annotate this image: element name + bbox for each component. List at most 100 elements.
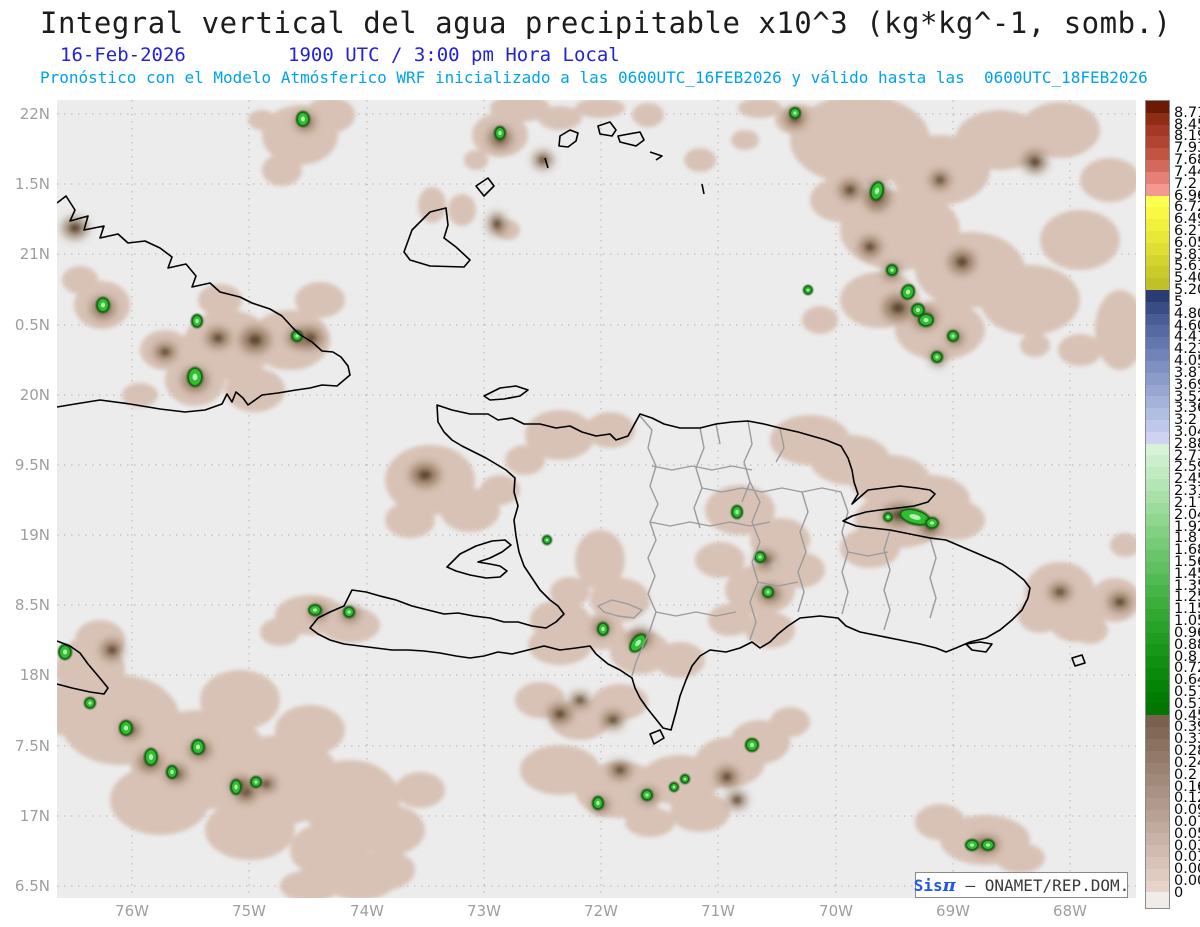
colorbar-segment (1146, 892, 1169, 909)
colorbar-segment (1146, 679, 1169, 692)
colorbar-tick-label: 0.2 (1174, 766, 1198, 783)
colorbar-tick-label: 0.338 (1174, 731, 1200, 748)
colorbar-segment (1146, 597, 1169, 609)
colorbar-segment (1146, 230, 1169, 243)
colorbar-tick-label: 5.408 (1174, 270, 1200, 287)
colorbar-tick-label: 1.058 (1174, 612, 1200, 629)
colorbar-segment (1146, 561, 1169, 574)
colorbar-segment (1146, 112, 1169, 125)
colorbar-tick-label: 6.728 (1174, 199, 1200, 216)
watermark-dash: — (955, 875, 985, 895)
colorbar-segment (1146, 738, 1169, 751)
colorbar-segment (1146, 183, 1169, 196)
colorbar-tick-label: 2.888 (1174, 435, 1200, 452)
page-title: Integral vertical del agua precipitable … (40, 6, 1172, 40)
lon-tick-label: 69W (936, 902, 970, 920)
colorbar-tick-label: 0.8 (1174, 648, 1198, 665)
colorbar-segment (1146, 431, 1169, 444)
colorbar-tick-label: 1.568 (1174, 553, 1200, 570)
colorbar-segment (1146, 821, 1169, 834)
coastlines (57, 121, 1086, 745)
colorbar-tick-label: 4.232 (1174, 340, 1200, 357)
colorbar-tick-label: 0.392 (1174, 719, 1200, 736)
lon-tick-label: 73W (467, 902, 501, 920)
colorbar-segment (1146, 786, 1169, 798)
colorbar-segment (1146, 845, 1169, 857)
colorbar-segment (1146, 278, 1169, 290)
colorbar-segment (1146, 337, 1169, 350)
colorbar-tick-label: 0.002 (1174, 872, 1200, 889)
colorbar-segment (1146, 325, 1169, 338)
colorbar-tick-label: 7.688 (1174, 151, 1200, 168)
colorbar-tick-label: 0.018 (1174, 849, 1200, 866)
colorbar-tick-label: 2.45 (1174, 470, 1200, 487)
lat-tick-label: 17N (19, 807, 50, 825)
colorbar-tick-label: 5.618 (1174, 258, 1200, 275)
watermark-org: ONAMET/REP.DOM. (984, 875, 1130, 895)
convective-cells (57, 106, 996, 852)
colorbar-segment (1146, 136, 1169, 149)
lat-tick-label: 7.5N (14, 737, 50, 755)
colorbar-tick-label: 8.192 (1174, 128, 1200, 145)
colorbar-tick-label: 4.802 (1174, 305, 1200, 322)
colorbar-segment (1146, 242, 1169, 255)
colorbar-tick-label: 0.578 (1174, 683, 1200, 700)
colorbar-segment (1146, 656, 1169, 668)
colorbar-segment (1146, 774, 1169, 787)
colorbar-segment (1146, 502, 1169, 515)
lat-tick-label: 1.5N (14, 175, 50, 193)
colorbar-tick-label: 1.352 (1174, 577, 1200, 594)
colorbar-tick-label: 2.178 (1174, 494, 1200, 511)
colorbar-tick-label: 8.45 (1174, 116, 1200, 133)
colorbar-tick-label: 3.872 (1174, 364, 1200, 381)
colorbar-segment (1146, 880, 1169, 893)
lon-tick-label: 70W (819, 902, 853, 920)
colorbar-tick-label: 0.648 (1174, 671, 1200, 688)
precipitable-water-shading (57, 100, 1136, 898)
colorbar-tick-label: 2.738 (1174, 447, 1200, 464)
colorbar-tick-label: 1.25 (1174, 589, 1200, 606)
colorbar-segment (1146, 526, 1169, 539)
lat-tick-label: 8.5N (14, 596, 50, 614)
lon-tick-label: 76W (115, 902, 149, 920)
colorbar-tick-label: 3.042 (1174, 423, 1200, 440)
colorbar-tick-label: 0.162 (1174, 778, 1200, 795)
colorbar-segment (1146, 715, 1169, 728)
colorbar-tick-label: 1.682 (1174, 541, 1200, 558)
colorbar-segment (1146, 160, 1169, 172)
colorbar-tick-label: 0.128 (1174, 790, 1200, 807)
colorbar-segment (1146, 396, 1169, 409)
watermark-pi-symbol: π (942, 874, 956, 896)
colorbar-segment (1146, 632, 1169, 645)
colorbar-tick-label: 6.272 (1174, 222, 1200, 239)
colorbar-segment (1146, 266, 1169, 279)
colorbar-tick-label: 6.05 (1174, 234, 1200, 251)
lon-tick-label: 72W (584, 902, 618, 920)
lat-tick-label: 22N (19, 105, 50, 123)
colorbar-tick-label: 0 (1174, 884, 1184, 901)
colorbar-segment (1146, 608, 1169, 621)
colorbar-tick-label: 3.698 (1174, 376, 1200, 393)
colorbar-segment (1146, 703, 1169, 716)
model-init-line: Pronóstico con el Modelo Atmósferico WRF… (40, 68, 1148, 87)
lon-tick-label: 71W (701, 902, 735, 920)
colorbar-segment (1146, 349, 1169, 361)
colorbar-segment (1146, 384, 1169, 397)
colorbar-tick-label: 3.528 (1174, 388, 1200, 405)
colorbar-segment (1146, 538, 1169, 550)
colorbar-tick-label: 2.048 (1174, 506, 1200, 523)
colorbar-tick-label: 8.712 (1174, 104, 1200, 121)
colorbar-segment (1146, 443, 1169, 456)
colorbar-segment (1146, 254, 1169, 267)
colorbar-tick-label: 5.202 (1174, 281, 1200, 298)
colorbar-tick-label: 4.418 (1174, 329, 1200, 346)
colorbar-tick-label: 2.592 (1174, 459, 1200, 476)
colorbar-tick-label: 0.098 (1174, 801, 1200, 818)
colorbar-segment (1146, 171, 1169, 184)
colorbar-tick-label: 0.032 (1174, 837, 1200, 854)
colorbar-tick-label: 7.442 (1174, 163, 1200, 180)
forecast-date: 16-Feb-2026 (60, 44, 186, 66)
colorbar-tick-label: 2.312 (1174, 482, 1200, 499)
colorbar-tick-label: 7.2 (1174, 175, 1198, 192)
